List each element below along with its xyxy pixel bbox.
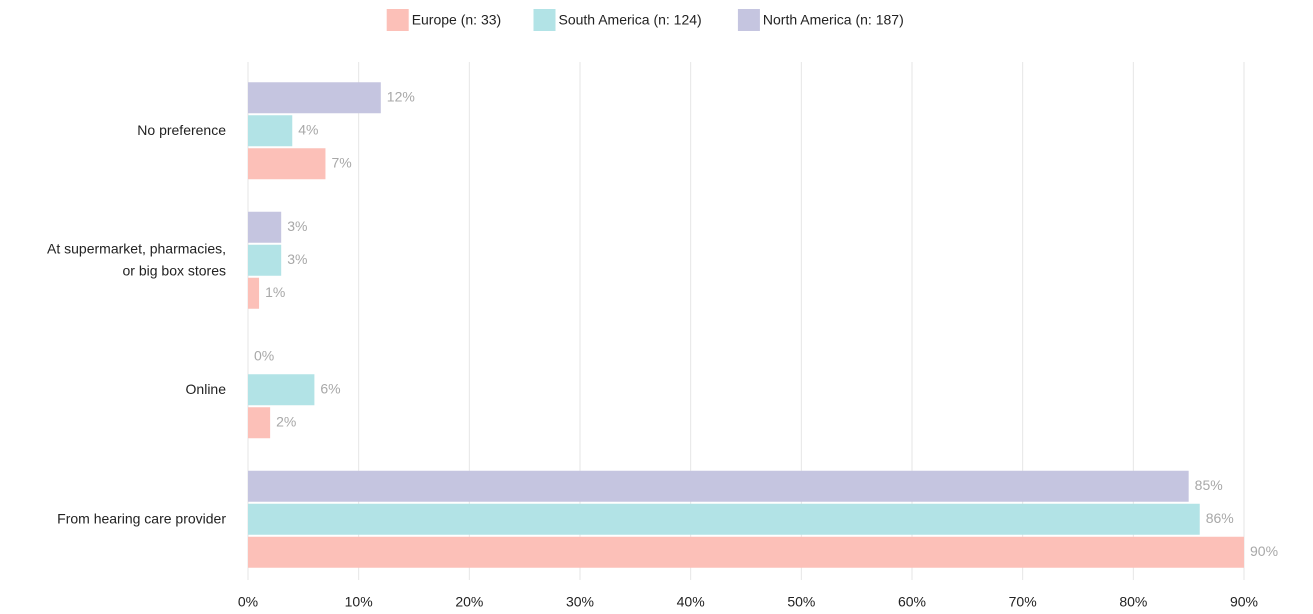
bar bbox=[248, 244, 282, 276]
x-tick-label: 10% bbox=[345, 594, 373, 610]
x-tick-label: 70% bbox=[1009, 594, 1037, 610]
legend-swatch bbox=[386, 9, 409, 31]
bar bbox=[248, 536, 1244, 568]
value-label: 0% bbox=[254, 347, 274, 363]
x-tick-label: 40% bbox=[677, 594, 705, 610]
bar bbox=[248, 407, 271, 439]
value-label: 4% bbox=[298, 121, 318, 137]
value-label: 85% bbox=[1195, 477, 1223, 493]
legend-label: Europe (n: 33) bbox=[412, 12, 502, 28]
x-tick-label: 80% bbox=[1119, 594, 1147, 610]
legend-swatch bbox=[533, 9, 556, 31]
y-tick-label: From hearing care provider bbox=[57, 510, 226, 526]
value-label: 86% bbox=[1206, 510, 1234, 526]
x-tick-label: 30% bbox=[566, 594, 594, 610]
value-label: 12% bbox=[387, 88, 415, 104]
x-tick-label: 20% bbox=[455, 594, 483, 610]
value-label: 6% bbox=[320, 380, 340, 396]
legend-label: South America (n: 124) bbox=[559, 12, 702, 28]
y-tick-label: No preference bbox=[137, 121, 226, 137]
bar bbox=[248, 277, 260, 309]
bar bbox=[248, 82, 381, 114]
bar bbox=[248, 211, 282, 243]
x-tick-label: 60% bbox=[898, 594, 926, 610]
value-label: 2% bbox=[276, 413, 296, 429]
value-label: 90% bbox=[1250, 543, 1278, 559]
bar bbox=[248, 503, 1200, 535]
value-label: 1% bbox=[265, 284, 285, 300]
legend-label: North America (n: 187) bbox=[763, 12, 904, 28]
x-tick-label: 90% bbox=[1230, 594, 1258, 610]
value-label: 3% bbox=[287, 251, 307, 267]
bar bbox=[248, 470, 1189, 502]
value-label: 3% bbox=[287, 218, 307, 234]
bar bbox=[248, 115, 293, 147]
y-tick-label: At supermarket, pharmacies, or big box st… bbox=[47, 240, 226, 278]
legend-swatch bbox=[737, 9, 760, 31]
x-tick-label: 0% bbox=[238, 594, 258, 610]
x-tick-label: 50% bbox=[787, 594, 815, 610]
bar bbox=[248, 148, 326, 180]
y-tick-label: Online bbox=[186, 380, 227, 396]
bar bbox=[248, 374, 315, 406]
value-label: 7% bbox=[331, 154, 351, 170]
